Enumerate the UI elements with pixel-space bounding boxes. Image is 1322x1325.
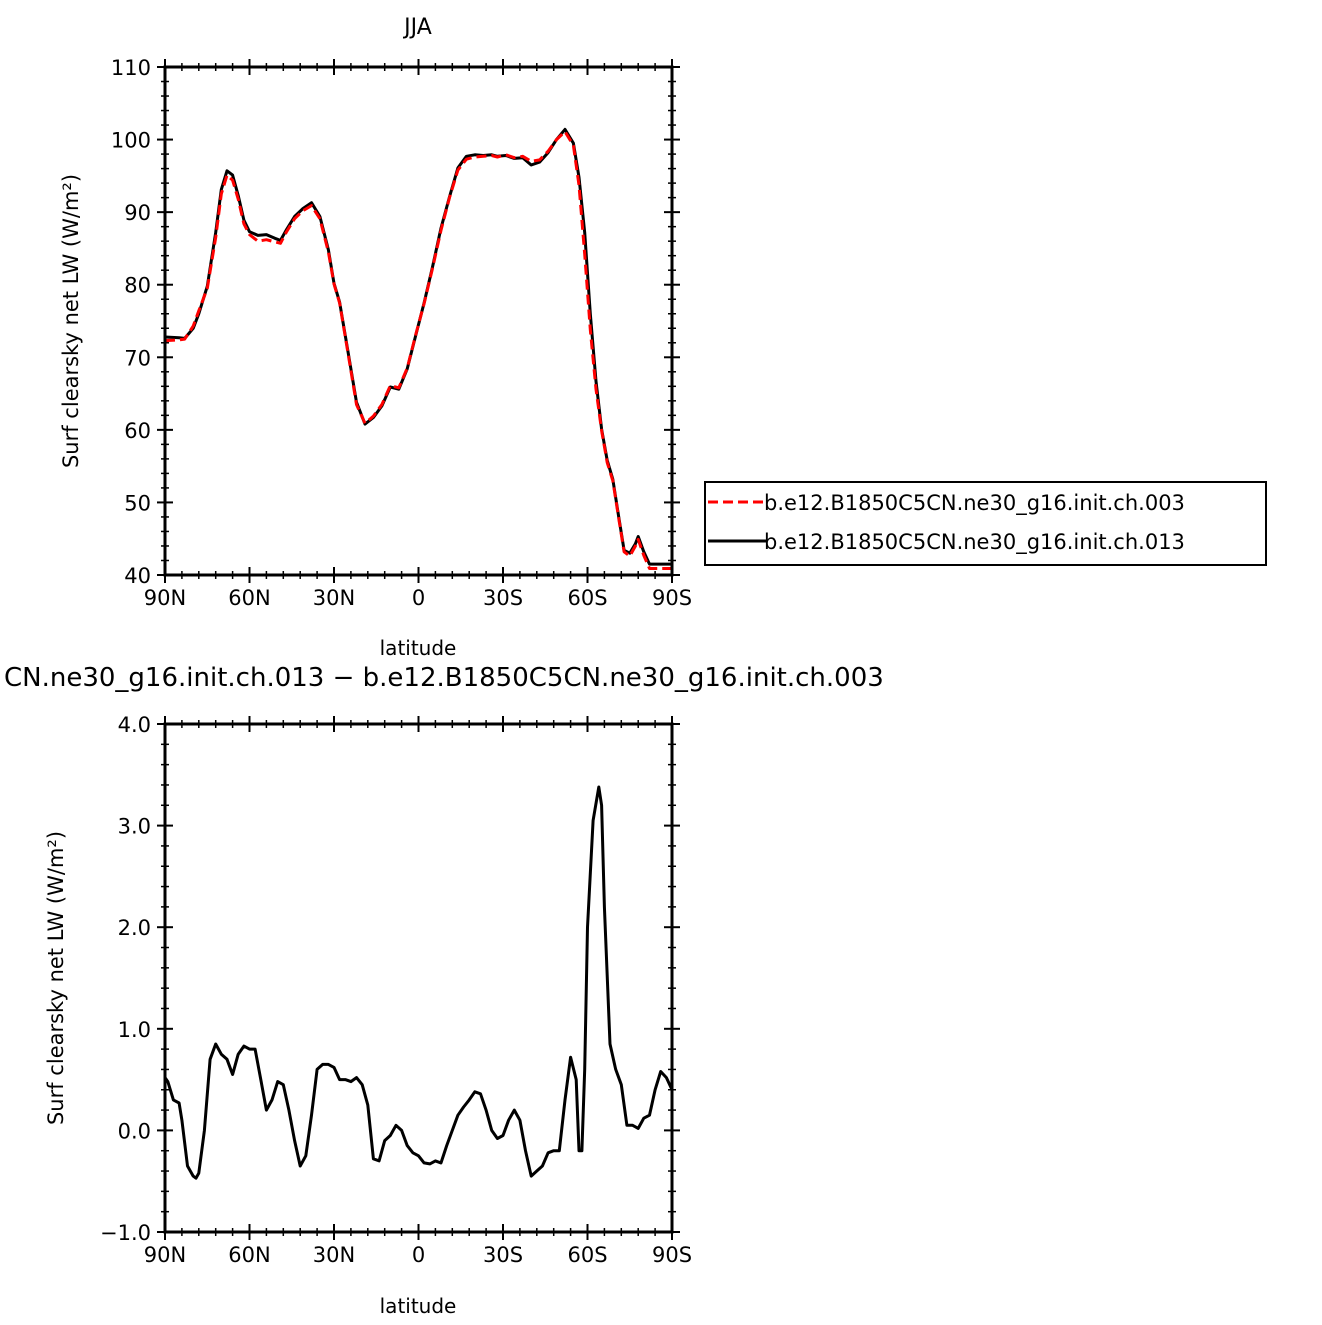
x-tick-label: 60N <box>228 1243 270 1267</box>
x-tick-label: 0 <box>412 1243 425 1267</box>
x-tick-label: 0 <box>412 586 425 610</box>
y-tick-label: 100 <box>111 129 151 153</box>
chart-bottom-y-axis-label: Surf clearsky net LW (W/m²) <box>44 831 68 1125</box>
x-tick-label: 60S <box>567 586 607 610</box>
chart-bottom-x-axis-label: latitude <box>380 1294 457 1318</box>
x-tick-label: 60S <box>567 1243 607 1267</box>
y-tick-label: 2.0 <box>118 916 151 940</box>
chart-bottom-series <box>163 785 674 1180</box>
series-line-003 <box>164 130 672 570</box>
x-tick-label: 90S <box>652 1243 692 1267</box>
x-tick-label: 30N <box>313 586 355 610</box>
y-tick-label: 90 <box>124 201 151 225</box>
y-tick-label: 50 <box>124 491 151 515</box>
chart-top-panel: JJA Surf clearsky net LW (W/m²) latitude… <box>59 15 1267 660</box>
chart-top-title: JJA <box>402 15 432 40</box>
x-tick-label: 90S <box>652 586 692 610</box>
x-tick-label: 30N <box>313 1243 355 1267</box>
chart-top-axes: 90N 60N 30N 0 30S 60S 90S 40 50 60 70 80 90 100 110 <box>111 56 692 610</box>
chart-bottom-title: CN.ne30_g16.init.ch.013 − b.e12.B1850C5C… <box>4 663 884 693</box>
chart-top-series <box>164 127 672 570</box>
y-tick-label: 110 <box>111 56 151 80</box>
y-tick-label: 80 <box>124 274 151 298</box>
y-tick-label: −1.0 <box>100 1221 151 1245</box>
series-line-013 <box>164 127 672 566</box>
legend-label-series-013: b.e12.B1850C5CN.ne30_g16.init.ch.013 <box>764 530 1185 555</box>
y-tick-label: 4.0 <box>118 713 151 737</box>
chart-top-x-axis-label: latitude <box>380 636 457 660</box>
y-tick-label: 60 <box>124 419 151 443</box>
legend: b.e12.B1850C5CN.ne30_g16.init.ch.003 b.e… <box>704 481 1267 566</box>
x-tick-label: 30S <box>483 1243 523 1267</box>
x-tick-label: 90N <box>144 1243 186 1267</box>
chart-bottom-axes: 90N 60N 30N 0 30S 60S 90S −1.0 0.0 1.0 2.0 3.0 4.0 <box>100 713 692 1267</box>
y-tick-label: 70 <box>124 346 151 370</box>
chart-bottom-frame <box>163 722 674 1234</box>
legend-box <box>704 481 1267 566</box>
legend-label-series-003: b.e12.B1850C5CN.ne30_g16.init.ch.003 <box>764 491 1185 516</box>
y-tick-label: 1.0 <box>118 1018 151 1042</box>
chart-top-frame <box>163 65 674 577</box>
x-tick-label: 30S <box>483 586 523 610</box>
x-tick-label: 90N <box>144 586 186 610</box>
y-tick-label: 40 <box>124 564 151 588</box>
x-tick-label: 60N <box>228 586 270 610</box>
series-line-0 <box>163 785 674 1180</box>
chart-top-y-axis-label: Surf clearsky net LW (W/m²) <box>59 174 83 468</box>
chart-bottom-panel: CN.ne30_g16.init.ch.013 − b.e12.B1850C5C… <box>4 663 884 1318</box>
y-tick-label: 0.0 <box>118 1119 151 1143</box>
y-tick-label: 3.0 <box>118 815 151 839</box>
